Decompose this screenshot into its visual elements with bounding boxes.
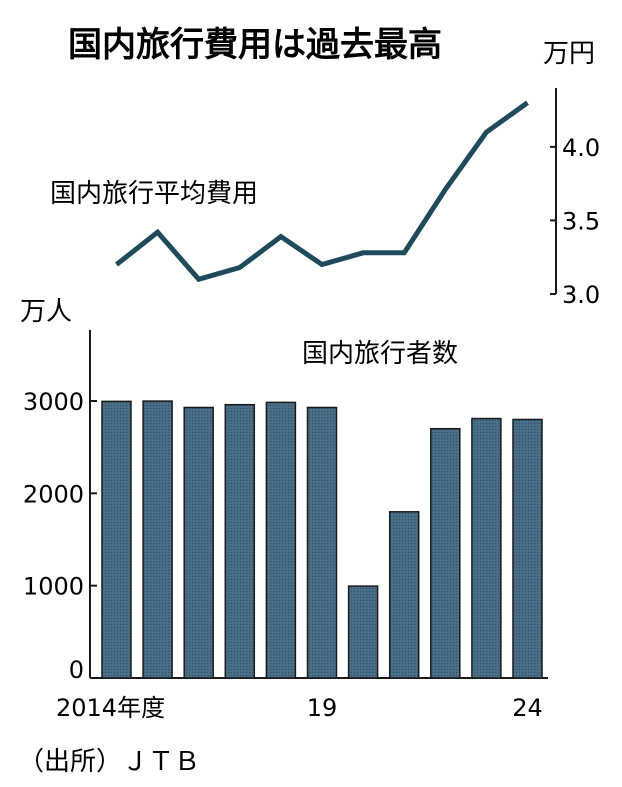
bar-tick-label: 3000 — [23, 388, 84, 416]
bar-x-ticks: 2014年度 19 24 — [56, 694, 543, 722]
line-tick-label: 3.0 — [562, 281, 600, 309]
bar-2016 — [183, 406, 214, 679]
bar-unit-label: 万人 — [20, 297, 72, 327]
bar-2018 — [265, 401, 297, 679]
line-tick-label: 3.5 — [562, 207, 600, 235]
line-points — [116, 102, 528, 280]
bar-2015 — [142, 400, 173, 679]
bar-chart: 万人 国内旅行者数 0 1000 2000 3000 2014年度 19 24 — [20, 297, 548, 722]
bar-2022 — [430, 427, 461, 679]
bar-x-tick-label: 24 — [512, 694, 543, 722]
line-tick-label: 4.0 — [562, 134, 600, 162]
line-series-label: 国内旅行平均費用 — [50, 179, 258, 209]
source-note: （出所）ＪＴＢ — [18, 747, 200, 777]
line-unit-label: 万円 — [543, 39, 595, 69]
bar-tick-label: 2000 — [23, 480, 84, 508]
bar-y-ticks: 0 1000 2000 3000 — [23, 388, 97, 684]
bar-2017 — [224, 403, 256, 679]
bar-2023 — [471, 417, 502, 679]
bar-series-label: 国内旅行者数 — [302, 339, 458, 369]
bar-2014 — [101, 400, 132, 679]
bars — [101, 400, 543, 679]
line-chart: 万円 国内旅行平均費用 3.0 3.5 4.0 — [50, 39, 600, 309]
bar-2021 — [388, 511, 420, 679]
bar-2020 — [347, 585, 379, 679]
bar-2019 — [306, 406, 338, 679]
chart-title: 国内旅行費用は過去最高 — [68, 25, 442, 65]
bar-x-tick-label: 19 — [307, 694, 338, 722]
bar-tick-label: 1000 — [23, 573, 84, 601]
bar-2024 — [512, 418, 543, 679]
line-y-ticks: 3.0 3.5 4.0 — [550, 134, 600, 309]
bar-x-tick-label: 2014年度 — [56, 694, 165, 722]
bar-tick-label: 0 — [69, 656, 84, 684]
